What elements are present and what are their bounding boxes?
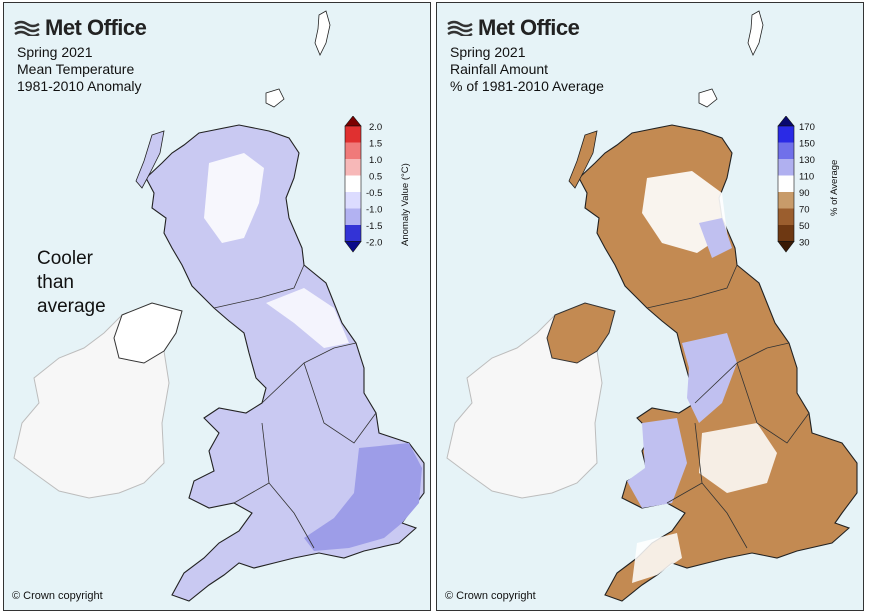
- orkney: [265, 88, 285, 108]
- legend-swatch: [345, 225, 361, 242]
- annotation-line: average: [37, 296, 106, 317]
- copyright: © Crown copyright: [445, 590, 536, 602]
- temperature-anomaly-panel: Met Office Spring 2021 Mean Temperature …: [3, 2, 431, 611]
- legend-top-arrow: [344, 115, 362, 127]
- temperature-legend: 2.0 1.5 1.0 0.5 -0.5 -1.0 -1.5 -2.0 Anom…: [342, 115, 422, 266]
- northern-ireland: [113, 302, 183, 364]
- annotation-line: than: [37, 272, 74, 293]
- wet-zone-aberdeen: [699, 218, 732, 258]
- brand-name: Met Office: [478, 15, 580, 40]
- legend-swatch: [778, 159, 794, 176]
- legend-tick: 130: [799, 155, 815, 166]
- met-office-logo: Met Office: [14, 15, 147, 41]
- outer-hebrides: [568, 130, 598, 189]
- legend-colorbar: 170 150 130 110 90 70 50 30 % of Average: [777, 115, 840, 253]
- legend-tick: 110: [799, 172, 814, 183]
- legend-label: Anomaly Value (°C): [400, 163, 411, 246]
- rainfall-panel: Met Office Spring 2021 Rainfall Amount %…: [436, 2, 864, 611]
- title-line: Rainfall Amount: [450, 61, 549, 77]
- cooler-annotation: Cooler than average: [37, 247, 106, 319]
- legend-tick: -1.5: [366, 221, 382, 232]
- map-title: Spring 2021 Rainfall Amount % of 1981-20…: [450, 44, 604, 95]
- title-line: 1981-2010 Anomaly: [17, 78, 142, 94]
- region-boundaries: [213, 264, 377, 549]
- legend-colorbar: 2.0 1.5 1.0 0.5 -0.5 -1.0 -1.5 -2.0 Anom…: [344, 115, 411, 253]
- met-office-wave-icon: [447, 20, 473, 36]
- legend-tick: 70: [799, 205, 810, 216]
- legend-label: % of Average: [829, 160, 840, 216]
- legend-swatch: [778, 126, 794, 143]
- title-line: Spring 2021: [17, 44, 93, 60]
- legend-bottom-arrow: [777, 241, 795, 253]
- legend-tick: -0.5: [366, 188, 382, 199]
- legend-tick: 50: [799, 221, 810, 232]
- wet-zone-wales: [627, 418, 687, 508]
- near-average-southwest: [632, 533, 682, 583]
- legend-swatch: [345, 159, 361, 176]
- title-line: Spring 2021: [450, 44, 526, 60]
- rainfall-map: [446, 10, 858, 602]
- great-britain: [145, 124, 425, 602]
- legend-tick: -1.0: [366, 205, 382, 216]
- near-average-midlands: [699, 423, 777, 493]
- legend-tick: 170: [799, 122, 815, 133]
- legend-swatch: [345, 142, 361, 159]
- legend-tick: 30: [799, 238, 810, 249]
- met-office-wave-icon: [14, 20, 40, 36]
- northern-ireland: [546, 302, 616, 364]
- rainfall-legend: 170 150 130 110 90 70 50 30 % of Average: [775, 115, 855, 266]
- shetland: [314, 10, 331, 56]
- legend-tick: 2.0: [369, 122, 382, 133]
- met-office-logo: Met Office: [447, 15, 580, 41]
- map-title: Spring 2021 Mean Temperature 1981-2010 A…: [17, 44, 142, 95]
- temperature-map: [13, 10, 425, 602]
- legend-bottom-arrow: [344, 241, 362, 253]
- wet-zone-west-england: [682, 333, 737, 423]
- legend-swatch: [778, 225, 794, 242]
- copyright: © Crown copyright: [12, 590, 103, 602]
- legend-swatch: [345, 126, 361, 143]
- orkney: [698, 88, 718, 108]
- cooler-zone-southeast: [304, 443, 422, 551]
- legend-tick: 150: [799, 139, 815, 150]
- legend-swatch: [778, 175, 794, 192]
- legend-swatch: [778, 142, 794, 159]
- average-zone-highlands: [204, 153, 264, 243]
- legend-top-arrow: [777, 115, 795, 127]
- legend-tick: 1.0: [369, 155, 382, 166]
- shetland: [747, 10, 764, 56]
- legend-swatch: [778, 192, 794, 209]
- title-line: % of 1981-2010 Average: [450, 78, 604, 94]
- legend-tick: 90: [799, 188, 810, 199]
- annotation-line: Cooler: [37, 248, 93, 269]
- outer-hebrides: [135, 130, 165, 189]
- legend-swatch: [345, 175, 361, 192]
- title-line: Mean Temperature: [17, 61, 135, 77]
- region-boundaries: [646, 264, 810, 549]
- legend-tick: -2.0: [366, 238, 382, 249]
- legend-swatch: [345, 208, 361, 225]
- legend-swatch: [345, 192, 361, 209]
- legend-tick: 1.5: [369, 139, 382, 150]
- legend-swatch: [778, 208, 794, 225]
- legend-tick: 0.5: [369, 172, 382, 183]
- brand-name: Met Office: [45, 15, 147, 40]
- average-zone-borders: [266, 288, 349, 348]
